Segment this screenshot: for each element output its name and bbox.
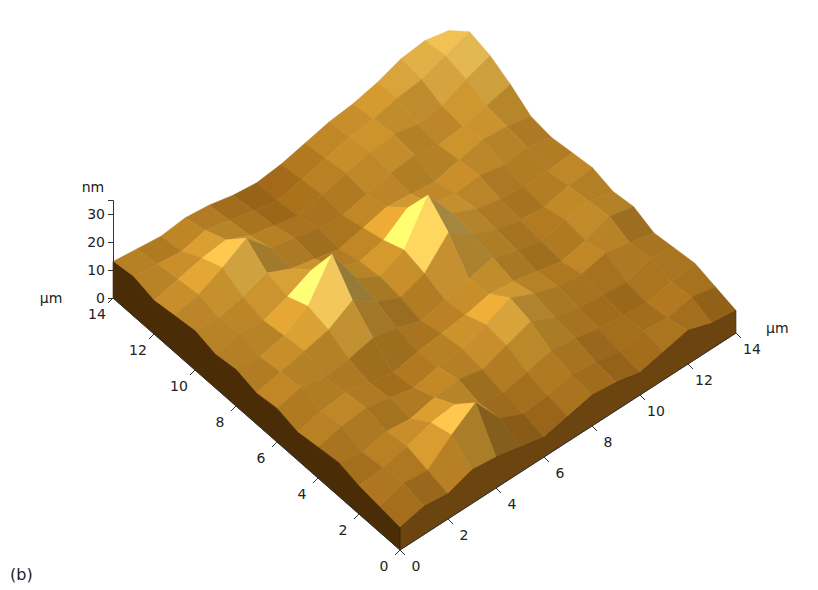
x-tick-label: 0 <box>412 558 421 574</box>
z-axis-line <box>108 201 114 299</box>
x-tick-label: 14 <box>743 341 761 357</box>
z-tick: 20 <box>87 234 113 250</box>
x-tick <box>544 457 549 462</box>
z-tick: 30 <box>87 206 113 222</box>
y-tick-label: 2 <box>339 522 348 538</box>
y-tick-label: 10 <box>170 378 188 394</box>
chart: 0 2 4 6 8 10 12 14 µm 0 2 4 6 8 10 12 14 µm 0 10 20 30 nm (b) <box>0 0 818 590</box>
y-axis-title: µm <box>40 290 63 306</box>
z-tick-label: 30 <box>87 206 105 222</box>
z-tick-mark <box>108 298 113 299</box>
side-wall <box>113 262 400 550</box>
x-tick <box>448 519 453 524</box>
surface <box>113 31 736 550</box>
z-tick: 10 <box>87 262 113 278</box>
x-axis-title: µm <box>766 320 789 336</box>
z-tick-mark <box>108 270 113 271</box>
axes: 0 2 4 6 8 10 12 14 µm 0 2 4 6 8 10 12 14 µm 0 10 20 30 nm <box>40 179 789 574</box>
y-tick <box>395 550 400 555</box>
x-tick <box>640 395 645 400</box>
x-tick <box>688 364 693 369</box>
y-tick <box>108 298 113 303</box>
z-tick-label: 10 <box>87 262 105 278</box>
y-tick <box>354 514 359 519</box>
y-tick <box>272 442 277 447</box>
y-tick <box>231 406 236 411</box>
x-tick-label: 6 <box>556 465 565 481</box>
z-axis-title: nm <box>82 179 105 195</box>
x-tick <box>736 333 741 338</box>
y-tick-label: 14 <box>88 306 106 322</box>
y-tick-label: 8 <box>216 414 225 430</box>
y-axis-line <box>113 298 400 550</box>
x-tick <box>400 550 405 555</box>
z-tick-mark <box>108 242 113 243</box>
y-tick <box>313 478 318 483</box>
x-tick <box>496 488 501 493</box>
y-tick-label: 6 <box>257 450 266 466</box>
z-axis: 0 10 20 30 <box>87 201 113 306</box>
x-tick <box>592 426 597 431</box>
y-tick-label: 4 <box>298 486 307 502</box>
z-tick: 0 <box>96 290 113 306</box>
x-tick-label: 4 <box>508 496 517 512</box>
panel-label: (b) <box>10 565 33 584</box>
x-tick-label: 2 <box>460 527 469 543</box>
y-tick-label: 0 <box>380 558 389 574</box>
y-tick <box>190 370 195 375</box>
x-tick-label: 8 <box>604 434 613 450</box>
x-axis-line <box>400 333 736 550</box>
y-tick <box>149 334 154 339</box>
z-tick-label: 0 <box>96 290 105 306</box>
x-tick-label: 12 <box>695 372 713 388</box>
z-tick-label: 20 <box>87 234 105 250</box>
x-tick-label: 10 <box>647 403 665 419</box>
z-tick-mark <box>108 214 113 215</box>
y-tick-label: 12 <box>129 342 147 358</box>
front-wall <box>400 311 736 550</box>
